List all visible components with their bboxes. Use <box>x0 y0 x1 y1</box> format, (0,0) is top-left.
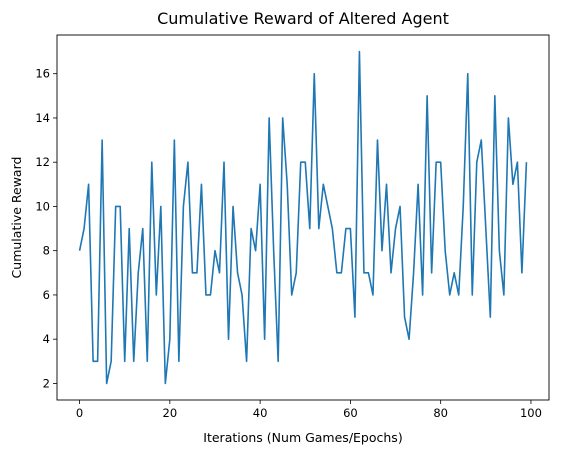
plot-area <box>56 34 550 401</box>
y-tick-label: 12 <box>35 155 50 169</box>
series-line-0 <box>78 50 528 385</box>
x-axis-ticks: 0 20 40 60 80 100 <box>76 400 542 420</box>
plot-frame <box>56 34 550 401</box>
y-tick-label: 6 <box>43 288 50 302</box>
x-axis-label: Iterations (Num Games/Epochs) <box>203 430 402 445</box>
y-tick-label: 14 <box>35 111 50 125</box>
y-axis-label: Cumulative Reward <box>9 157 24 279</box>
y-tick-label: 16 <box>35 67 50 81</box>
x-tick-label: 0 <box>76 406 83 420</box>
y-axis-ticks: 2 4 6 8 10 12 14 16 <box>35 67 57 390</box>
x-tick-label: 40 <box>253 406 268 420</box>
y-tick-label: 2 <box>43 376 50 390</box>
series-layer <box>78 50 528 385</box>
x-tick-label: 20 <box>163 406 178 420</box>
y-tick-label: 4 <box>43 332 50 346</box>
x-tick-label: 100 <box>520 406 542 420</box>
y-tick-label: 8 <box>43 244 50 258</box>
y-tick-label: 10 <box>35 199 50 213</box>
x-tick-label: 80 <box>433 406 448 420</box>
x-tick-label: 60 <box>343 406 358 420</box>
chart-title: Cumulative Reward of Altered Agent <box>157 9 449 28</box>
